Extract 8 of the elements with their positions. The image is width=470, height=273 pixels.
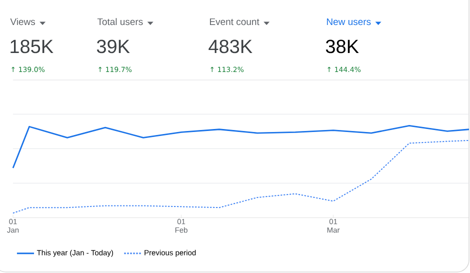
text: Views <box>10 18 36 26</box>
text: 483K <box>208 40 252 54</box>
text: 38K <box>326 40 359 54</box>
text: Total users <box>97 18 143 26</box>
text: New users <box>326 18 371 26</box>
text: 185K <box>10 40 54 54</box>
text: Event count <box>210 18 260 26</box>
text: 39K <box>96 40 130 54</box>
